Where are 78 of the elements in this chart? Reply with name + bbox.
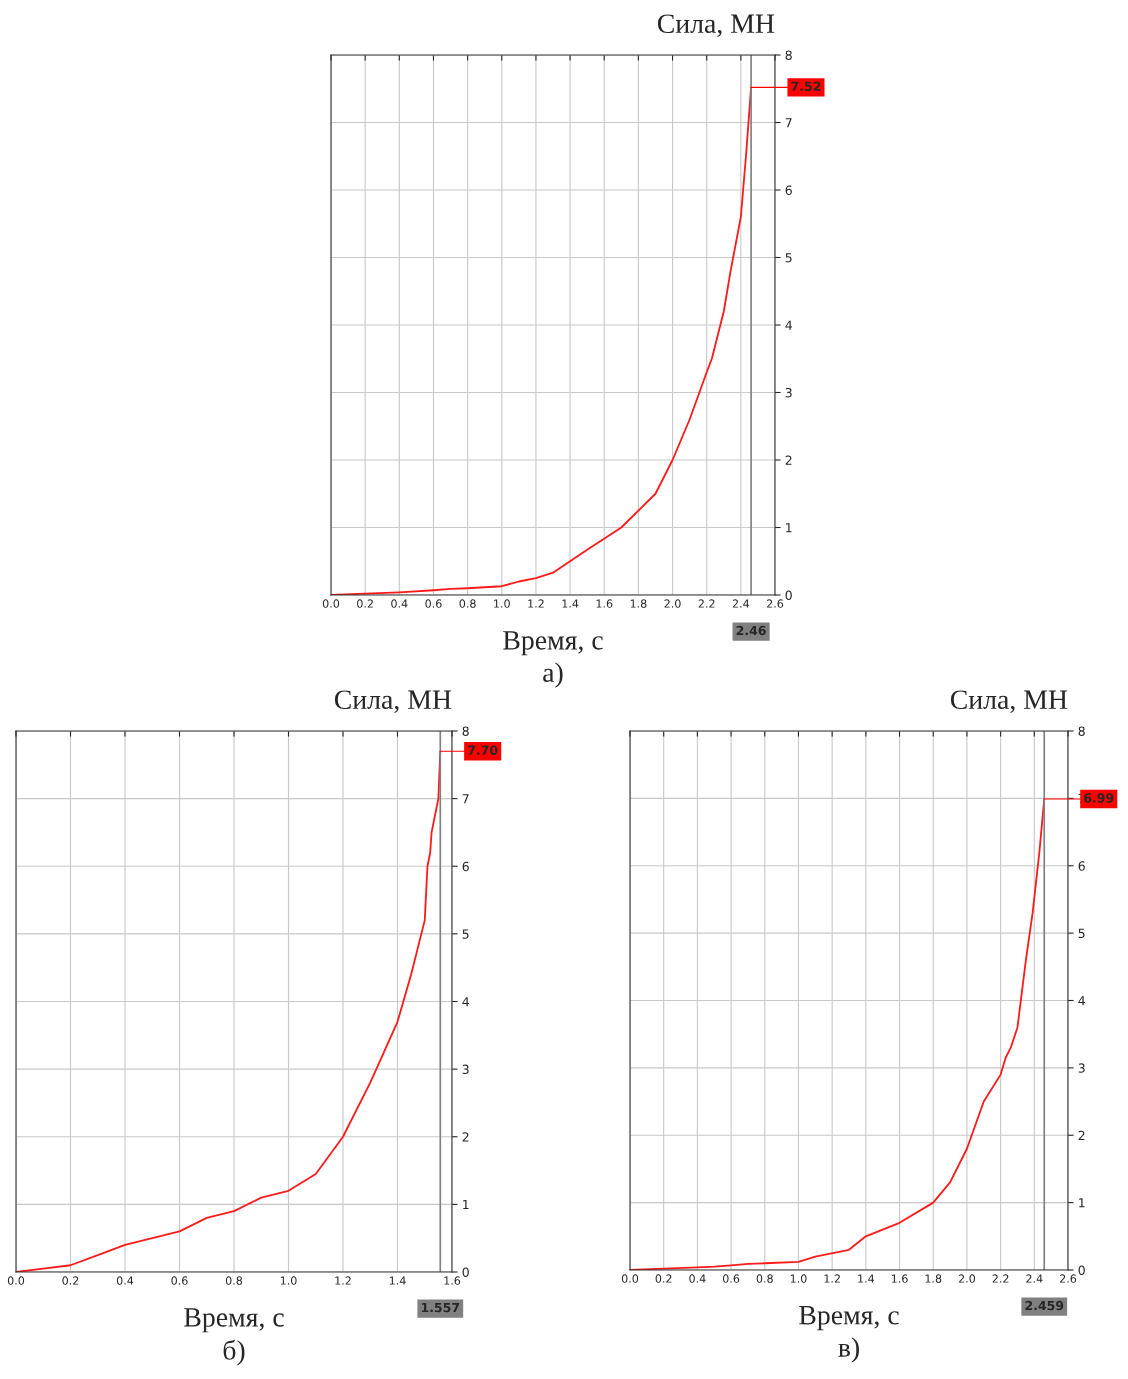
y-tick-label: 4 [1078,996,1085,1006]
x-tick-label: 0.0 [7,1276,25,1285]
x-tick-label: 2.2 [992,1274,1009,1283]
x-tick-label: 0.6 [722,1274,740,1283]
y-tick-label: 0 [785,590,792,600]
y-tick-label: 4 [462,997,469,1007]
x-tick-label: 2.4 [1026,1274,1043,1283]
y-tick-label: 6 [1078,861,1085,871]
y-tick-label: 8 [785,50,792,60]
y-tick-label: 2 [462,1132,469,1142]
x-tick-label: 0.8 [225,1276,243,1285]
x-tick-label: 0.0 [621,1274,639,1283]
x-tick-label: 0.4 [116,1276,134,1285]
y-tick-label: 1 [1079,1198,1085,1208]
y-tick-label: 4 [785,320,792,330]
x-tick-label: 2.0 [958,1274,976,1283]
y-tick-label: 8 [462,726,469,736]
x-axis-title: Время, с [503,631,603,656]
ref-line-label: 2.46 [736,625,766,636]
x-tick-label: 1.8 [630,599,647,608]
x-tick-label: 2.6 [1059,1274,1077,1283]
x-tick-label: 1.0 [790,1274,807,1283]
x-tick-label: 1.6 [444,1276,461,1285]
x-tick-label: 0.6 [171,1276,188,1285]
chart-title: Сила, МН [657,14,775,38]
x-tick-label: 1.4 [858,1274,875,1283]
y-tick-label: 3 [785,387,792,398]
x-tick-label: 2.4 [732,599,750,608]
y-tick-label: 3 [1078,1063,1085,1073]
y-tick-label: 0 [1078,1265,1085,1275]
annotation: 6.99 [1084,793,1114,803]
x-tick-label: 1.4 [389,1276,406,1285]
y-tick-label: 7 [785,118,792,128]
x-tick-label: 1.2 [335,1276,351,1285]
x-tick-label: 0.0 [322,599,340,608]
x-tick-label: 0.2 [655,1274,672,1283]
x-axis-title: Время, с [799,1306,899,1331]
y-tick-label: 1 [463,1200,469,1210]
x-tick-label: 1.8 [925,1274,942,1283]
x-tick-label: 2.0 [664,599,681,608]
ref-line-label: 2.459 [1025,1300,1064,1311]
y-tick-label: 5 [1078,928,1085,939]
y-tick-label: 2 [1078,1130,1085,1140]
annotation: 7.70 [468,745,498,755]
y-tick-label: 6 [785,185,792,195]
x-tick-label: 2.6 [766,599,784,608]
y-tick-label: 0 [462,1267,469,1277]
x-tick-label: 0.2 [357,599,373,608]
y-tick-label: 6 [462,861,469,872]
y-tick-label: 5 [462,929,469,939]
chart-title: Сила, МН [334,690,452,714]
x-tick-label: 1.4 [562,599,579,608]
text: в) [838,1337,859,1363]
y-tick-label: 5 [785,253,792,263]
x-tick-label: 0.8 [459,599,476,608]
x-tick-label: 1.6 [596,599,613,608]
x-tick-label: 0.8 [756,1274,773,1283]
y-tick-label: 2 [785,455,792,465]
x-tick-label: 1.2 [824,1274,840,1283]
chart-title: Сила, МН [950,690,1068,714]
x-tick-label: 0.6 [425,599,442,608]
y-tick-label: 8 [1078,726,1085,736]
annotation: 7.52 [791,81,821,92]
x-tick-label: 0.2 [62,1276,79,1285]
y-tick-label: 3 [462,1064,469,1075]
x-tick-label: 1.6 [891,1274,908,1283]
x-axis-title: Время, с [184,1308,284,1333]
x-tick-label: 0.4 [391,599,408,608]
x-tick-label: 1.2 [528,599,544,608]
y-tick-label: 1 [786,523,792,533]
text: б) [223,1339,245,1366]
text: а) [543,662,563,688]
x-tick-label: 1.0 [280,1276,297,1285]
x-tick-label: 2.2 [698,599,715,608]
ref-line-label: 1.557 [421,1302,460,1313]
x-tick-label: 1.0 [494,599,510,608]
y-tick-label: 7 [462,794,469,804]
x-tick-label: 0.4 [689,1274,706,1283]
